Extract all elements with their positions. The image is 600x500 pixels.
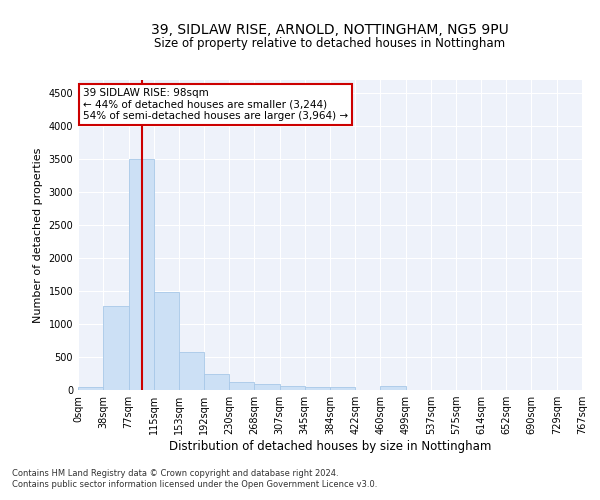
Bar (154, 292, 179, 390)
Bar (331, 388, 355, 390)
Bar (305, 387, 331, 390)
Text: Size of property relative to detached houses in Nottingham: Size of property relative to detached ho… (154, 38, 506, 51)
Text: Contains public sector information licensed under the Open Government Licence v3: Contains public sector information licen… (12, 480, 377, 489)
Bar (380, 386, 406, 390)
Bar (254, 384, 280, 390)
Text: Contains HM Land Registry data © Crown copyright and database right 2024.: Contains HM Land Registry data © Crown c… (12, 468, 338, 477)
X-axis label: Distribution of detached houses by size in Nottingham: Distribution of detached houses by size … (169, 440, 491, 453)
Text: 39 SIDLAW RISE: 98sqm
← 44% of detached houses are smaller (3,244)
54% of semi-d: 39 SIDLAW RISE: 98sqm ← 44% of detached … (83, 88, 348, 121)
Bar (204, 374, 229, 390)
Bar (179, 352, 204, 390)
Bar (280, 386, 305, 390)
Y-axis label: Number of detached properties: Number of detached properties (33, 148, 43, 322)
Text: 39, SIDLAW RISE, ARNOLD, NOTTINGHAM, NG5 9PU: 39, SIDLAW RISE, ARNOLD, NOTTINGHAM, NG5… (151, 22, 509, 36)
Bar (128, 159, 154, 390)
Bar (229, 382, 254, 390)
Bar (103, 306, 128, 390)
Bar (78, 388, 103, 390)
